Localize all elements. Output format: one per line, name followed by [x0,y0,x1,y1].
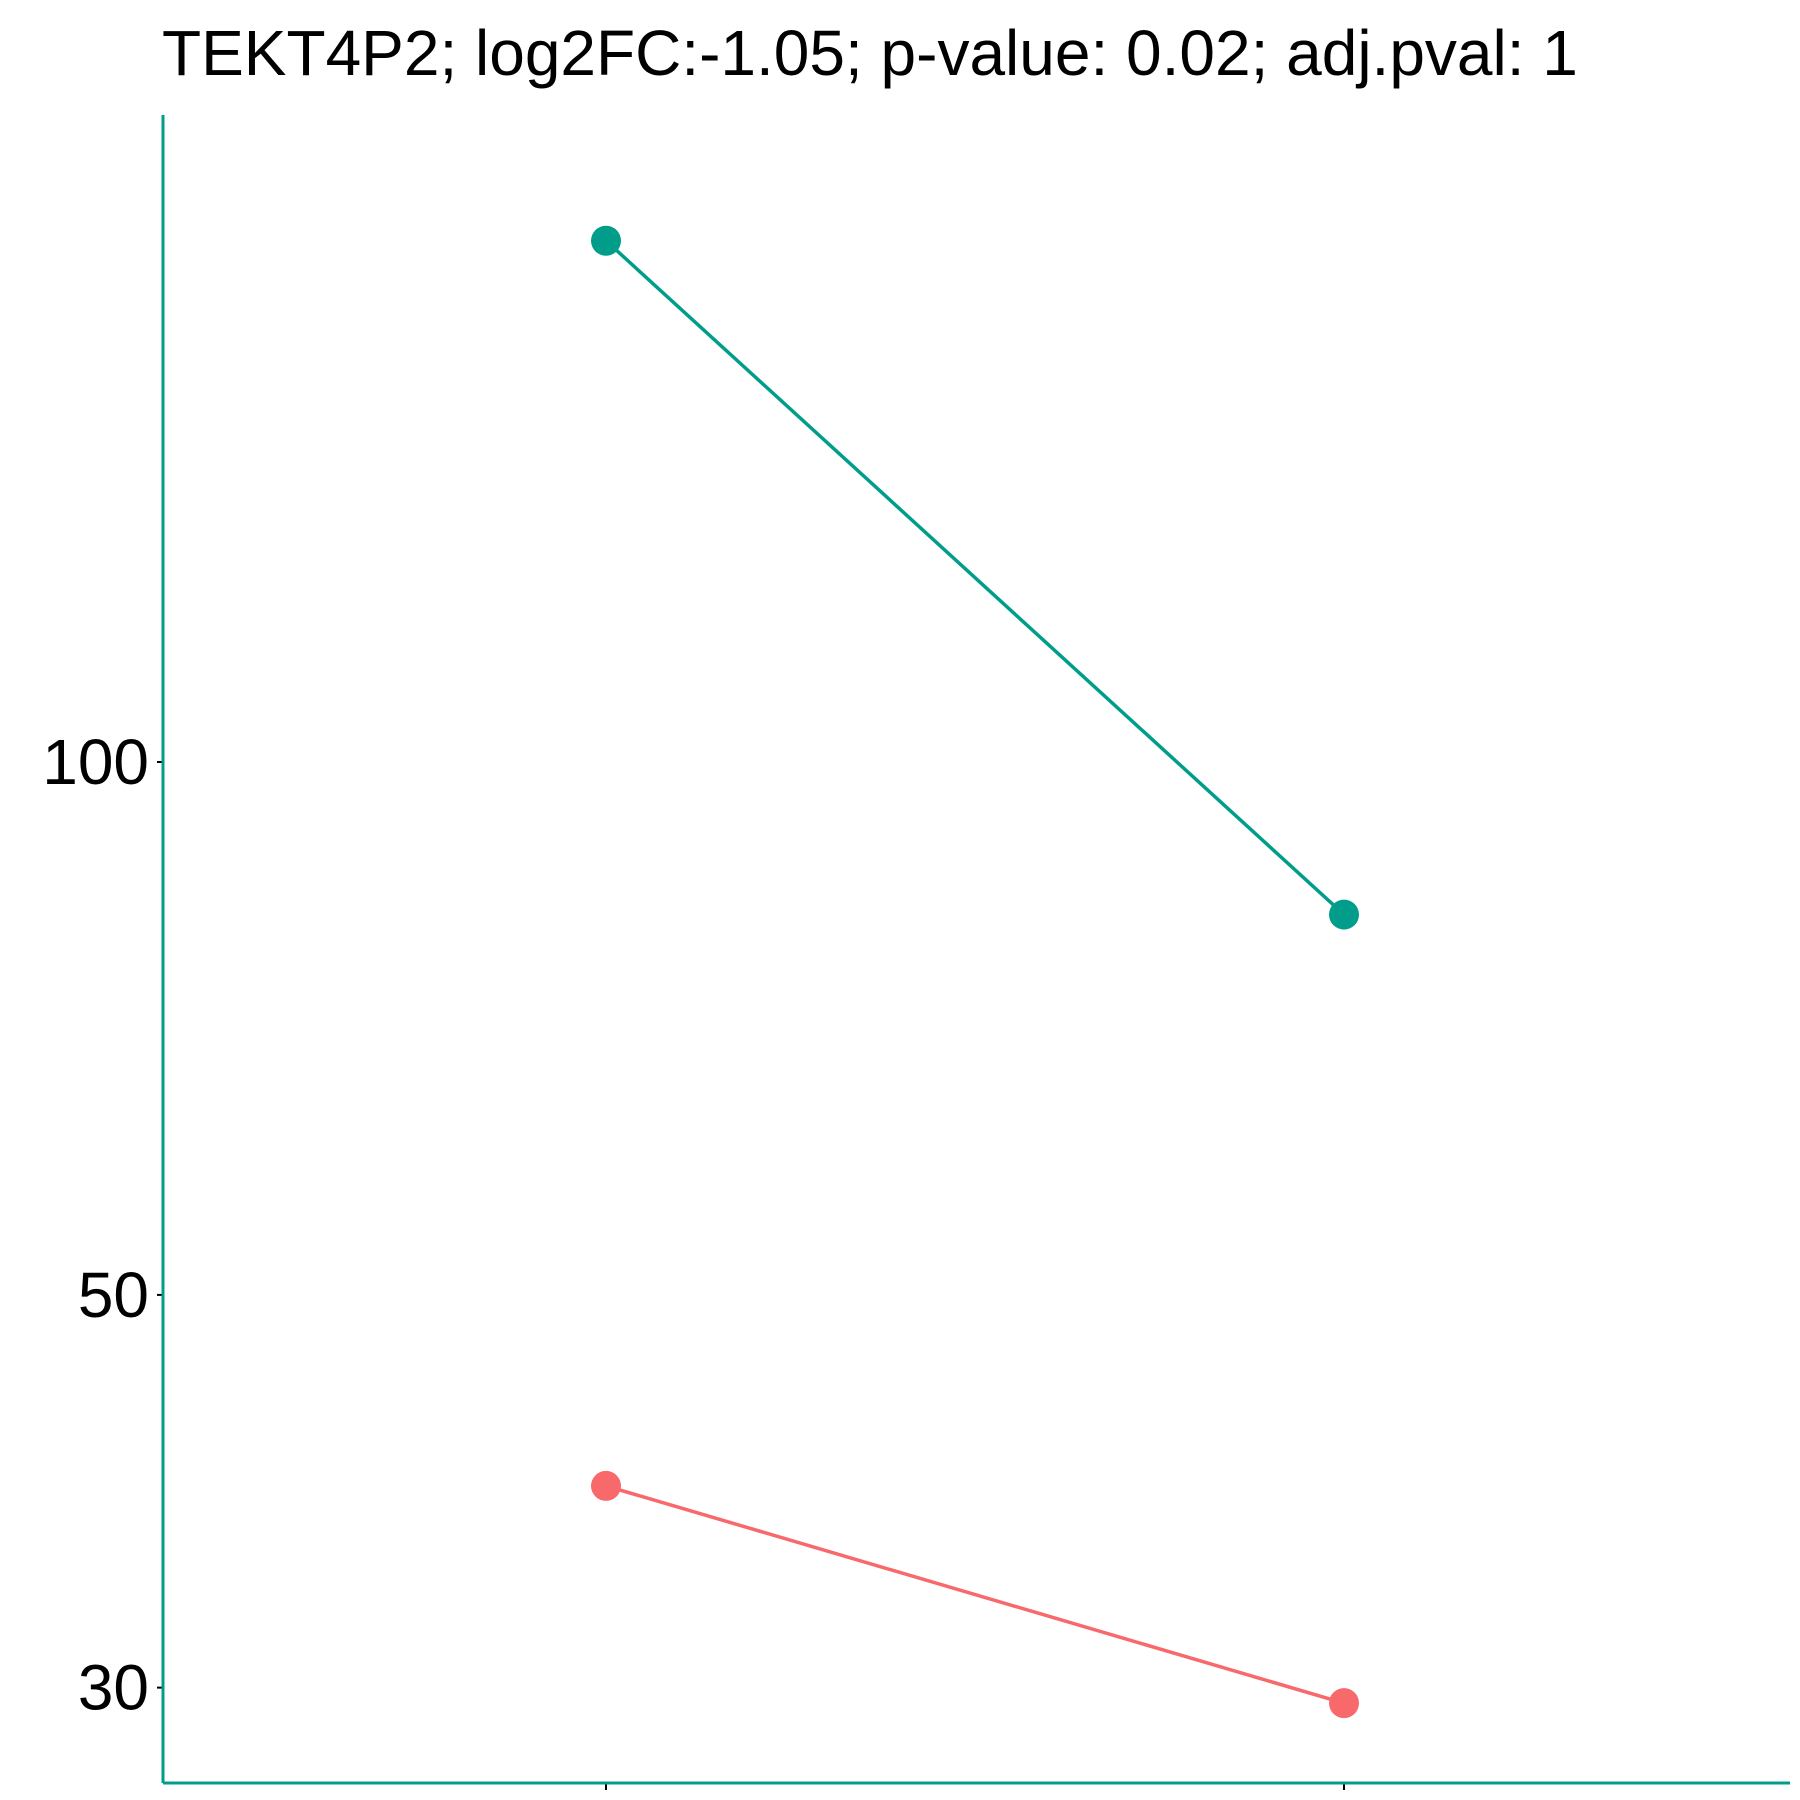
y-axis-ticks: 30 50 100 [42,726,163,1724]
series-line-1 [604,239,1346,916]
y-tick-label: 50 [78,1259,149,1331]
chart-title: TEKT4P2; log2FC:-1.05; p-value: 0.02; ad… [162,17,1578,89]
data-point [1329,899,1359,930]
data-point [591,225,621,256]
y-tick-label: 100 [42,726,149,798]
y-tick-label: 30 [78,1652,149,1724]
data-point [1329,1688,1359,1719]
data-point [591,1470,621,1501]
series-layer [591,225,1359,1719]
series-line-2 [605,1484,1345,1705]
